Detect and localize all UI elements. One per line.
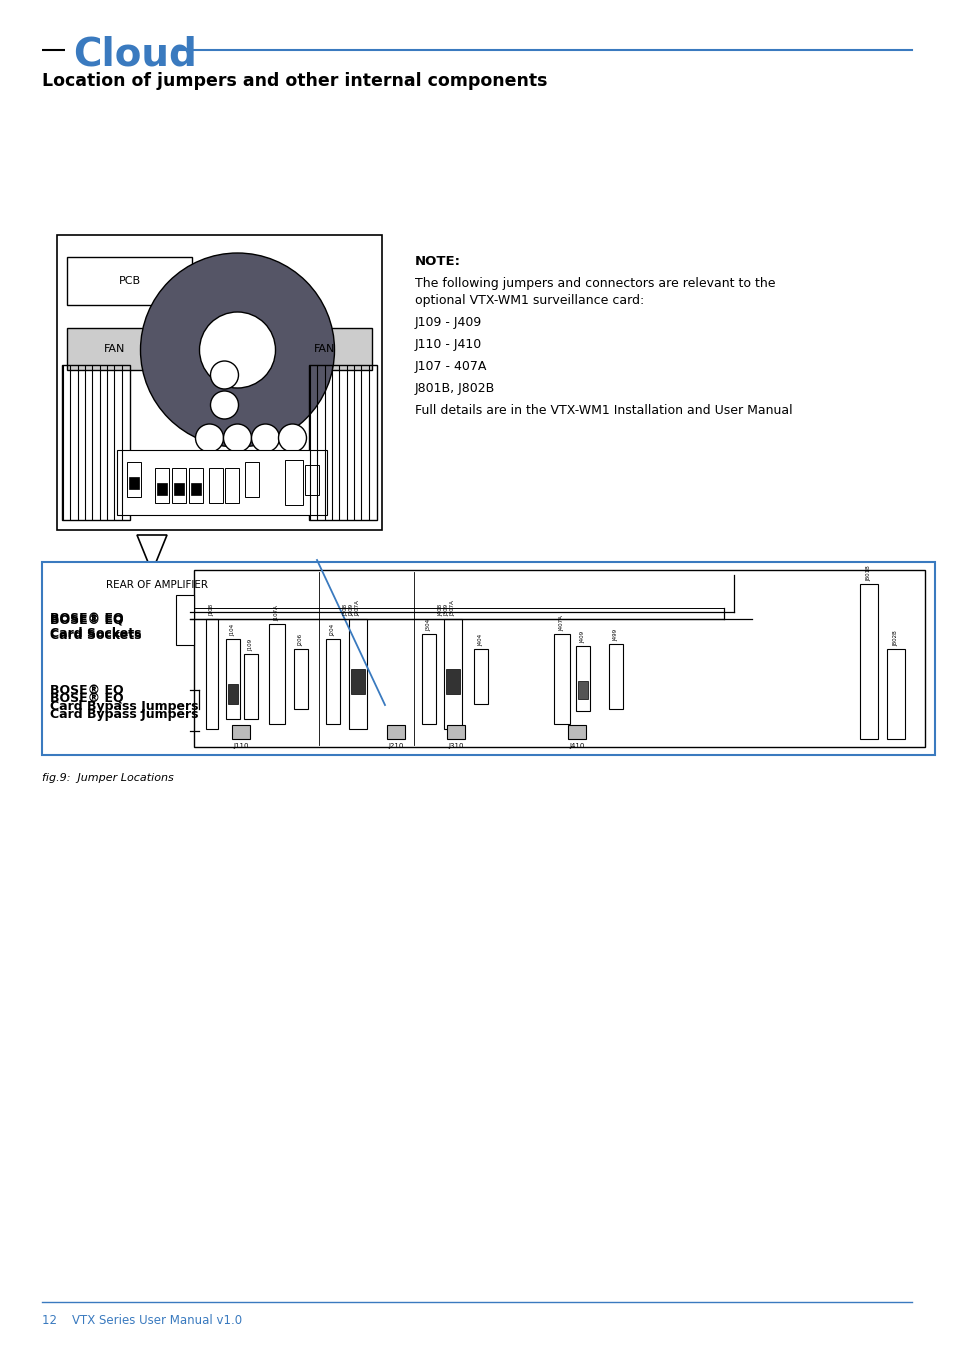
- Bar: [209, 468, 223, 504]
- Text: J410: J410: [569, 743, 584, 749]
- Text: FAN: FAN: [104, 344, 125, 354]
- Bar: [172, 468, 186, 504]
- Text: J108: J108: [210, 603, 214, 616]
- Text: J304: J304: [426, 618, 431, 630]
- Bar: [447, 725, 464, 738]
- Bar: [608, 644, 622, 709]
- Bar: [154, 468, 169, 504]
- Text: NOTE:: NOTE:: [415, 255, 460, 269]
- Text: J107 - 407A: J107 - 407A: [415, 360, 487, 373]
- Text: J109: J109: [248, 639, 253, 651]
- Bar: [206, 620, 218, 729]
- Text: J310: J310: [448, 743, 463, 749]
- Text: J309: J309: [444, 603, 449, 616]
- Bar: [62, 364, 130, 520]
- Text: PCB: PCB: [118, 275, 140, 286]
- Circle shape: [211, 360, 238, 389]
- Bar: [173, 483, 184, 495]
- Text: J404: J404: [478, 634, 483, 647]
- Bar: [326, 639, 339, 724]
- Text: J110: J110: [233, 743, 249, 749]
- Text: J110 - J410: J110 - J410: [415, 338, 482, 351]
- Text: J409: J409: [579, 630, 585, 643]
- Bar: [294, 649, 308, 709]
- Bar: [349, 620, 367, 729]
- Bar: [351, 670, 365, 694]
- Bar: [67, 256, 192, 305]
- Circle shape: [223, 424, 252, 452]
- Bar: [245, 462, 258, 497]
- Bar: [117, 450, 327, 514]
- Text: J210: J210: [388, 743, 403, 749]
- Text: The following jumpers and connectors are relevant to the: The following jumpers and connectors are…: [415, 277, 775, 290]
- Bar: [446, 670, 459, 694]
- Bar: [576, 647, 589, 711]
- Text: fig.9:  Jumper Locations: fig.9: Jumper Locations: [42, 774, 173, 783]
- Text: J109 - J409: J109 - J409: [415, 316, 482, 329]
- Text: BOSE® EQ
Card Bypass Jumpers: BOSE® EQ Card Bypass Jumpers: [50, 693, 198, 721]
- Bar: [886, 649, 904, 738]
- Text: J407A: J407A: [558, 616, 564, 630]
- Bar: [269, 624, 285, 724]
- Circle shape: [278, 424, 306, 452]
- Bar: [474, 649, 488, 703]
- Bar: [567, 725, 585, 738]
- Bar: [305, 464, 318, 495]
- Circle shape: [252, 424, 279, 452]
- Bar: [554, 634, 569, 724]
- Text: Location of jumpers and other internal components: Location of jumpers and other internal c…: [42, 72, 547, 90]
- Bar: [157, 483, 167, 495]
- Bar: [859, 585, 877, 738]
- Circle shape: [211, 392, 238, 418]
- Text: J206: J206: [298, 634, 303, 647]
- Text: 12    VTX Series User Manual v1.0: 12 VTX Series User Manual v1.0: [42, 1314, 242, 1327]
- Text: J802B: J802B: [893, 630, 898, 647]
- Bar: [189, 468, 203, 504]
- Text: BOSE® EQ
Card Sockets: BOSE® EQ Card Sockets: [50, 614, 141, 643]
- Text: J209: J209: [349, 603, 355, 616]
- Text: J801B, J802B: J801B, J802B: [415, 382, 495, 396]
- Text: J307A: J307A: [450, 601, 455, 616]
- Bar: [232, 725, 250, 738]
- Bar: [191, 483, 201, 495]
- Text: J204: J204: [330, 624, 335, 636]
- Text: J207A: J207A: [355, 601, 360, 616]
- Circle shape: [195, 424, 223, 452]
- Text: FAN: FAN: [314, 344, 335, 354]
- Bar: [225, 468, 239, 504]
- Text: J107A: J107A: [274, 605, 279, 621]
- Bar: [42, 562, 934, 755]
- Bar: [175, 595, 193, 645]
- Text: BOSE® EQ
Card Bypass Jumpers: BOSE® EQ Card Bypass Jumpers: [50, 684, 198, 713]
- Polygon shape: [137, 535, 167, 572]
- Bar: [193, 570, 924, 747]
- Circle shape: [199, 312, 275, 387]
- Text: Cloud: Cloud: [73, 35, 196, 73]
- Bar: [226, 639, 240, 720]
- Text: J308: J308: [343, 603, 348, 616]
- Bar: [244, 653, 257, 720]
- Text: J408: J408: [438, 603, 443, 616]
- Bar: [387, 725, 405, 738]
- Text: J801B: J801B: [865, 566, 871, 580]
- Bar: [67, 328, 162, 370]
- Text: J104: J104: [231, 624, 235, 636]
- Bar: [228, 684, 237, 703]
- Bar: [129, 477, 139, 489]
- Bar: [578, 680, 587, 699]
- Bar: [443, 620, 461, 729]
- Text: REAR OF AMPLIFIER: REAR OF AMPLIFIER: [106, 580, 208, 590]
- Bar: [57, 235, 381, 531]
- Text: optional VTX-WM1 surveillance card:: optional VTX-WM1 surveillance card:: [415, 294, 643, 306]
- Text: J499: J499: [613, 629, 618, 641]
- Text: BOSE® EQ
Card Sockets: BOSE® EQ Card Sockets: [50, 612, 141, 640]
- Bar: [276, 328, 372, 370]
- Text: Full details are in the VTX-WM1 Installation and User Manual: Full details are in the VTX-WM1 Installa…: [415, 404, 792, 417]
- Bar: [309, 364, 376, 520]
- Bar: [127, 462, 141, 497]
- Bar: [421, 634, 436, 724]
- Circle shape: [140, 252, 335, 447]
- Bar: [285, 460, 303, 505]
